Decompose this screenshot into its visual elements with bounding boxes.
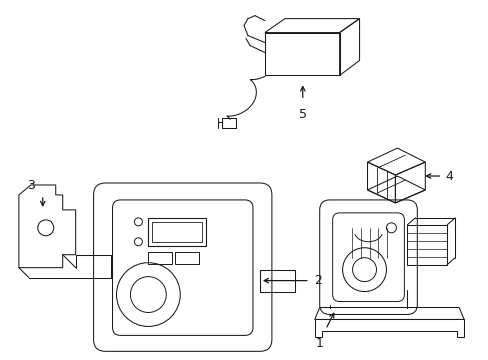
Text: 4: 4 <box>444 170 452 183</box>
Text: 1: 1 <box>315 337 323 350</box>
Text: 5: 5 <box>298 108 306 121</box>
Bar <box>260 270 294 292</box>
Bar <box>175 252 199 264</box>
Bar <box>148 218 206 246</box>
Bar <box>152 222 202 242</box>
Text: 2: 2 <box>313 274 321 287</box>
Bar <box>148 252 172 264</box>
Text: 3: 3 <box>27 179 35 192</box>
